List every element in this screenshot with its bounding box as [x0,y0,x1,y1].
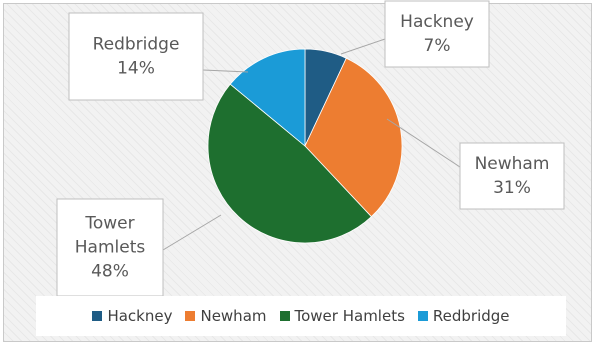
pie-slice-newham [304,57,403,218]
legend: Hackney Newham Tower Hamlets Redbridge [36,296,566,336]
legend-swatch-newham [185,311,196,321]
legend-item-redbridge: Redbridge [417,307,510,325]
data-label-value-redbridge: 14% [117,59,155,79]
leader-line-hackney [340,38,386,55]
legend-swatch-hackney [92,311,103,321]
legend-label-tower-hamlets: Tower Hamlets [294,307,405,325]
data-label-name-tower-hamlets: Hamlets [75,238,146,258]
pie-slice-redbridge [229,48,306,147]
data-label-box-redbridge [68,12,204,101]
legend-item-tower-hamlets: Tower Hamlets [279,307,405,325]
data-label-value-tower-hamlets: 48% [91,262,129,282]
legend-swatch-tower-hamlets [279,311,290,321]
leader-line-newham [386,118,461,168]
data-label-name-redbridge: Redbridge [93,35,180,55]
legend-label-hackney: Hackney [107,307,173,325]
data-label-value-hackney: 7% [424,36,451,56]
pie-slice-tower-hamlets [207,83,372,244]
leader-line-redbridge [202,69,249,73]
legend-item-newham: Newham [185,307,267,325]
legend-swatch-redbridge [417,311,428,321]
legend-label-newham: Newham [200,307,267,325]
data-label-box-newham [459,142,565,210]
legend-label-redbridge: Redbridge [432,307,510,325]
data-label-name-hackney: Hackney [400,12,474,32]
data-label-name-newham: Newham [475,154,550,174]
data-label-box-hackney [384,0,490,68]
legend-item-hackney: Hackney [92,307,172,325]
data-label-name-tower-hamlets: Tower [84,214,134,234]
data-label-value-newham: 31% [493,178,531,198]
leader-line-tower-hamlets [162,214,222,251]
